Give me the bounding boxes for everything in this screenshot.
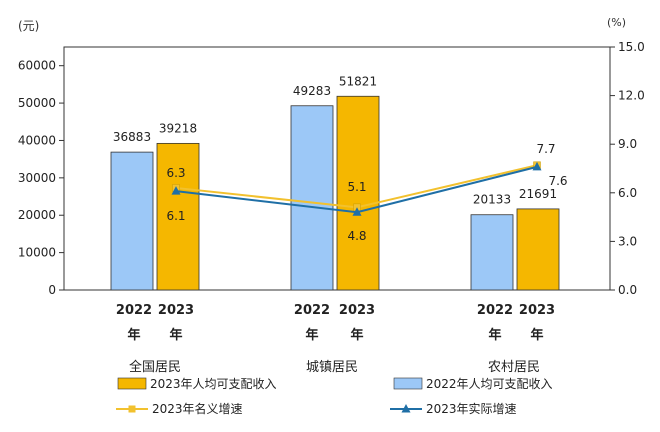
right-tick-label: 15.0 xyxy=(618,40,645,54)
bar-2023-label: 39218 xyxy=(159,121,197,135)
left-tick-label: 50000 xyxy=(18,96,56,110)
bar-2022 xyxy=(110,151,154,291)
legend-label-2022-income: 2022年人均可支配收入 xyxy=(426,377,553,391)
bar-2022-label: 49283 xyxy=(293,84,331,98)
right-axis-unit: (%) xyxy=(607,16,626,29)
nominal-growth-label: 7.7 xyxy=(536,142,555,156)
bar-2023-label: 51821 xyxy=(339,74,377,88)
category-label: 城镇居民 xyxy=(306,360,358,375)
right-tick-label: 12.0 xyxy=(618,89,645,103)
legend-marker-real xyxy=(401,404,411,413)
nominal-growth-label: 5.1 xyxy=(347,180,366,194)
year-label: 2022 xyxy=(116,303,152,318)
left-axis-unit: (元) xyxy=(18,19,39,33)
right-tick-label: 6.0 xyxy=(618,186,637,200)
real-growth-marker xyxy=(352,207,362,216)
left-tick-label: 0 xyxy=(48,283,56,297)
year-label: 2023 xyxy=(339,303,375,318)
left-tick-label: 30000 xyxy=(18,171,56,185)
bar-2022-label: 36883 xyxy=(113,130,151,144)
bar-2022 xyxy=(470,214,514,291)
left-tick-label: 40000 xyxy=(18,133,56,147)
real-growth-label: 6.1 xyxy=(166,209,185,223)
left-tick-label: 10000 xyxy=(18,246,56,260)
bar-2023 xyxy=(336,95,380,291)
right-tick-label: 9.0 xyxy=(618,137,637,151)
real-growth-label: 4.8 xyxy=(347,229,366,243)
year-label: 2023 xyxy=(158,303,194,318)
real-growth-label: 7.6 xyxy=(548,174,567,188)
category-label: 农村居民 xyxy=(488,360,540,375)
bar-2023 xyxy=(516,208,560,291)
legend-label-2023-income: 2023年人均可支配收入 xyxy=(150,377,277,391)
year-label: 2022 xyxy=(477,303,513,318)
bar-2022 xyxy=(290,105,334,291)
left-tick-label: 60000 xyxy=(18,59,56,73)
real-growth-marker xyxy=(532,161,542,171)
right-tick-label: 0.0 xyxy=(618,283,637,297)
year-label: 2023 xyxy=(519,303,555,318)
year-suffix-label: 年 xyxy=(488,327,501,343)
category-label: 全国居民 xyxy=(129,359,181,375)
legend-label-nominal: 2023年名义增速 xyxy=(152,401,243,416)
bar-2022-label: 20133 xyxy=(473,193,511,207)
legend-label-real: 2023年实际增速 xyxy=(426,401,517,416)
year-suffix-label: 年 xyxy=(169,327,182,343)
nominal-growth-label: 6.3 xyxy=(166,166,185,180)
bar-2023-label: 21691 xyxy=(519,187,557,201)
bar-2023 xyxy=(156,142,200,291)
real-growth-marker xyxy=(171,186,181,195)
legend-swatch-2022-income xyxy=(393,377,423,390)
legend-swatch-2023-income xyxy=(117,377,147,390)
right-tick-label: 3.0 xyxy=(618,234,637,248)
left-tick-label: 20000 xyxy=(18,208,56,222)
year-suffix-label: 年 xyxy=(350,327,363,343)
year-suffix-label: 年 xyxy=(530,327,543,343)
legend-marker-nominal xyxy=(128,405,136,413)
year-label: 2022 xyxy=(294,303,330,318)
year-suffix-label: 年 xyxy=(305,327,318,343)
year-suffix-label: 年 xyxy=(127,327,140,343)
